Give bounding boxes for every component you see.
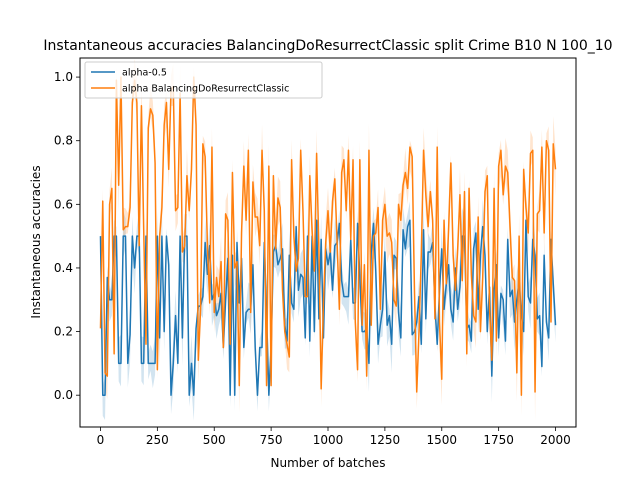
x-tick-label: 500 <box>203 433 226 447</box>
y-tick-label: 0.2 <box>54 325 73 339</box>
x-tick-label: 0 <box>97 433 105 447</box>
y-axis-label: Instantaneous accuracies <box>29 165 43 318</box>
x-tick-label: 1000 <box>313 433 344 447</box>
legend-label-alpha-balancing: alpha BalancingDoResurrectClassic <box>122 84 289 95</box>
x-tick-label: 750 <box>260 433 283 447</box>
plot-area <box>99 59 557 421</box>
x-tick-label: 1500 <box>426 433 457 447</box>
legend-box <box>84 61 323 99</box>
y-tick-label: 0.6 <box>54 197 73 211</box>
x-tick-label: 2000 <box>540 433 571 447</box>
series-band-1 <box>100 59 556 421</box>
legend: alpha-0.5 alpha BalancingDoResurrectClas… <box>84 61 323 99</box>
y-tick-label: 0.4 <box>54 261 73 275</box>
x-tick-label: 1750 <box>483 433 514 447</box>
x-axis-ticks: 0 250 500 750 1000 1250 1500 1750 2000 <box>97 427 571 447</box>
y-tick-label: 1.0 <box>54 70 73 84</box>
x-tick-label: 250 <box>146 433 169 447</box>
y-axis-ticks: 0.0 0.2 0.4 0.6 0.8 1.0 <box>54 70 80 402</box>
x-tick-label: 1250 <box>370 433 401 447</box>
y-tick-label: 0.0 <box>54 388 73 402</box>
chart-title: Instantaneous accuracies BalancingDoResu… <box>43 38 612 54</box>
y-tick-label: 0.8 <box>54 134 73 148</box>
series-lines <box>99 76 557 396</box>
x-axis-label: Number of batches <box>271 456 386 470</box>
series-line-1 <box>99 76 557 396</box>
legend-label-alpha-0-5: alpha-0.5 <box>122 68 167 79</box>
